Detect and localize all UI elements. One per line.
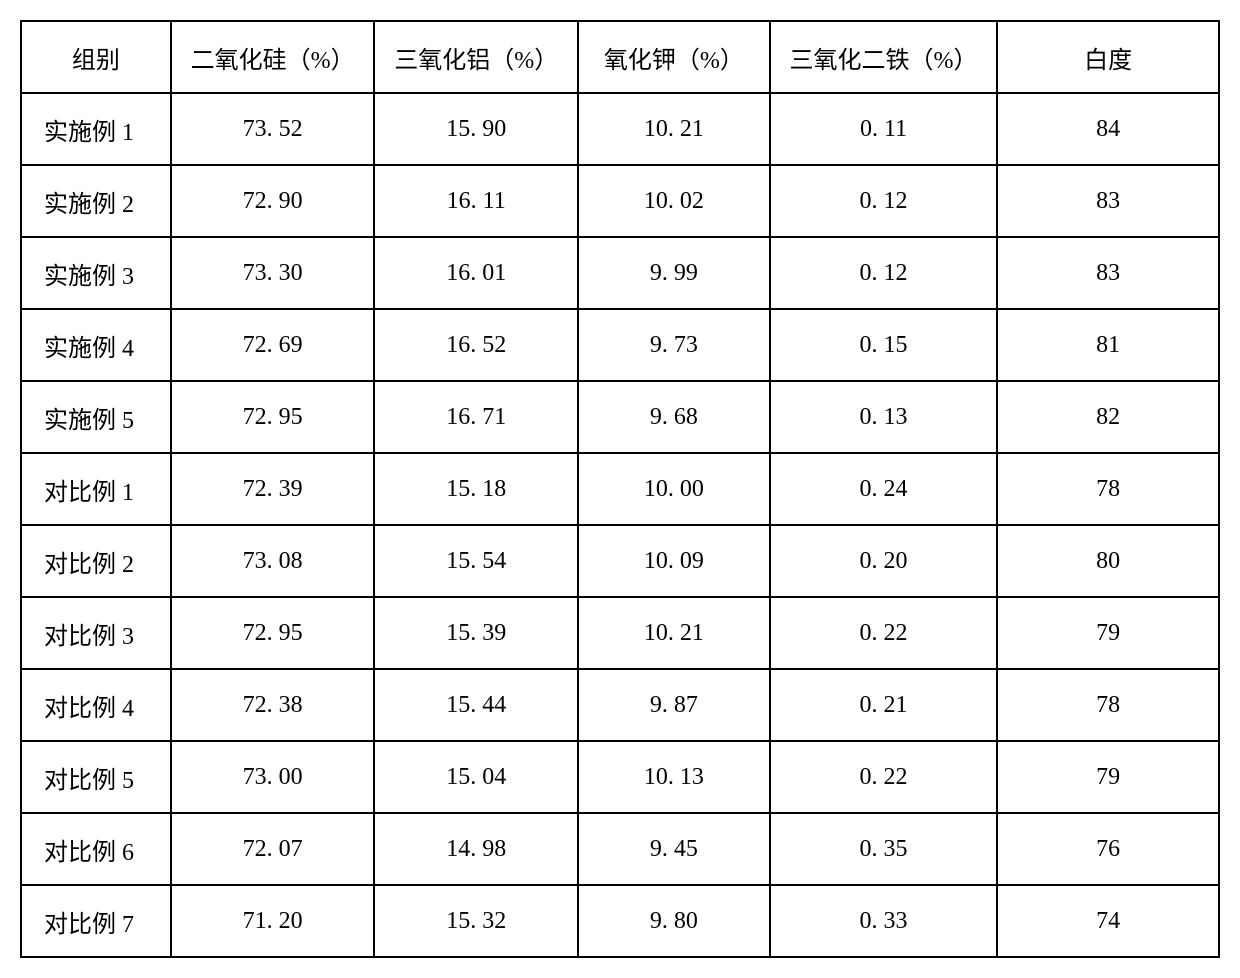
table-row: 实施例 2 72. 90 16. 11 10. 02 0. 12 83 (21, 165, 1219, 237)
cell-k2o: 9. 73 (578, 309, 770, 381)
cell-al2o3: 16. 01 (374, 237, 578, 309)
cell-al2o3: 16. 11 (374, 165, 578, 237)
cell-al2o3: 15. 44 (374, 669, 578, 741)
cell-whiteness: 78 (997, 453, 1219, 525)
cell-al2o3: 15. 54 (374, 525, 578, 597)
cell-al2o3: 14. 98 (374, 813, 578, 885)
header-row: 组别 二氧化硅（%） 三氧化铝（%） 氧化钾（%） 三氧化二铁（%） 白度 (21, 21, 1219, 93)
cell-k2o: 10. 09 (578, 525, 770, 597)
cell-al2o3: 15. 32 (374, 885, 578, 957)
cell-fe2o3: 0. 35 (770, 813, 998, 885)
header-sio2: 二氧化硅（%） (171, 21, 375, 93)
table-row: 实施例 1 73. 52 15. 90 10. 21 0. 11 84 (21, 93, 1219, 165)
cell-whiteness: 74 (997, 885, 1219, 957)
cell-fe2o3: 0. 15 (770, 309, 998, 381)
cell-k2o: 10. 21 (578, 597, 770, 669)
cell-sio2: 72. 90 (171, 165, 375, 237)
table-row: 对比例 5 73. 00 15. 04 10. 13 0. 22 79 (21, 741, 1219, 813)
cell-group: 对比例 3 (21, 597, 171, 669)
cell-whiteness: 83 (997, 165, 1219, 237)
table-row: 实施例 3 73. 30 16. 01 9. 99 0. 12 83 (21, 237, 1219, 309)
data-table: 组别 二氧化硅（%） 三氧化铝（%） 氧化钾（%） 三氧化二铁（%） 白度 实施… (20, 20, 1220, 958)
cell-al2o3: 15. 39 (374, 597, 578, 669)
table-row: 对比例 4 72. 38 15. 44 9. 87 0. 21 78 (21, 669, 1219, 741)
cell-sio2: 72. 95 (171, 381, 375, 453)
cell-k2o: 10. 21 (578, 93, 770, 165)
cell-k2o: 9. 45 (578, 813, 770, 885)
header-al2o3: 三氧化铝（%） (374, 21, 578, 93)
cell-fe2o3: 0. 12 (770, 237, 998, 309)
cell-whiteness: 80 (997, 525, 1219, 597)
cell-fe2o3: 0. 11 (770, 93, 998, 165)
table-row: 对比例 1 72. 39 15. 18 10. 00 0. 24 78 (21, 453, 1219, 525)
cell-group: 对比例 6 (21, 813, 171, 885)
cell-k2o: 10. 02 (578, 165, 770, 237)
cell-fe2o3: 0. 12 (770, 165, 998, 237)
cell-whiteness: 79 (997, 741, 1219, 813)
cell-fe2o3: 0. 20 (770, 525, 998, 597)
cell-sio2: 73. 08 (171, 525, 375, 597)
cell-fe2o3: 0. 33 (770, 885, 998, 957)
table-row: 实施例 5 72. 95 16. 71 9. 68 0. 13 82 (21, 381, 1219, 453)
table-container: 组别 二氧化硅（%） 三氧化铝（%） 氧化钾（%） 三氧化二铁（%） 白度 实施… (20, 20, 1220, 958)
table-row: 对比例 3 72. 95 15. 39 10. 21 0. 22 79 (21, 597, 1219, 669)
cell-group: 对比例 7 (21, 885, 171, 957)
table-row: 实施例 4 72. 69 16. 52 9. 73 0. 15 81 (21, 309, 1219, 381)
cell-whiteness: 82 (997, 381, 1219, 453)
cell-sio2: 73. 52 (171, 93, 375, 165)
cell-group: 实施例 2 (21, 165, 171, 237)
cell-k2o: 9. 80 (578, 885, 770, 957)
header-whiteness: 白度 (997, 21, 1219, 93)
table-body: 实施例 1 73. 52 15. 90 10. 21 0. 11 84 实施例 … (21, 93, 1219, 957)
cell-al2o3: 16. 52 (374, 309, 578, 381)
cell-whiteness: 84 (997, 93, 1219, 165)
header-k2o: 氧化钾（%） (578, 21, 770, 93)
cell-fe2o3: 0. 22 (770, 597, 998, 669)
cell-al2o3: 16. 71 (374, 381, 578, 453)
cell-sio2: 73. 30 (171, 237, 375, 309)
cell-whiteness: 76 (997, 813, 1219, 885)
header-fe2o3: 三氧化二铁（%） (770, 21, 998, 93)
cell-group: 对比例 2 (21, 525, 171, 597)
cell-group: 对比例 4 (21, 669, 171, 741)
cell-sio2: 72. 07 (171, 813, 375, 885)
cell-fe2o3: 0. 13 (770, 381, 998, 453)
table-row: 对比例 7 71. 20 15. 32 9. 80 0. 33 74 (21, 885, 1219, 957)
cell-group: 实施例 5 (21, 381, 171, 453)
cell-sio2: 71. 20 (171, 885, 375, 957)
cell-sio2: 72. 95 (171, 597, 375, 669)
cell-whiteness: 81 (997, 309, 1219, 381)
cell-al2o3: 15. 90 (374, 93, 578, 165)
header-group: 组别 (21, 21, 171, 93)
cell-whiteness: 78 (997, 669, 1219, 741)
cell-al2o3: 15. 04 (374, 741, 578, 813)
cell-group: 实施例 3 (21, 237, 171, 309)
cell-sio2: 72. 69 (171, 309, 375, 381)
cell-whiteness: 79 (997, 597, 1219, 669)
cell-group: 实施例 4 (21, 309, 171, 381)
cell-sio2: 72. 38 (171, 669, 375, 741)
cell-fe2o3: 0. 24 (770, 453, 998, 525)
cell-group: 对比例 1 (21, 453, 171, 525)
cell-group: 实施例 1 (21, 93, 171, 165)
cell-group: 对比例 5 (21, 741, 171, 813)
cell-k2o: 9. 87 (578, 669, 770, 741)
table-row: 对比例 2 73. 08 15. 54 10. 09 0. 20 80 (21, 525, 1219, 597)
table-row: 对比例 6 72. 07 14. 98 9. 45 0. 35 76 (21, 813, 1219, 885)
cell-k2o: 10. 00 (578, 453, 770, 525)
cell-k2o: 9. 99 (578, 237, 770, 309)
cell-sio2: 73. 00 (171, 741, 375, 813)
cell-fe2o3: 0. 21 (770, 669, 998, 741)
cell-whiteness: 83 (997, 237, 1219, 309)
cell-k2o: 9. 68 (578, 381, 770, 453)
cell-sio2: 72. 39 (171, 453, 375, 525)
cell-k2o: 10. 13 (578, 741, 770, 813)
cell-al2o3: 15. 18 (374, 453, 578, 525)
table-header: 组别 二氧化硅（%） 三氧化铝（%） 氧化钾（%） 三氧化二铁（%） 白度 (21, 21, 1219, 93)
cell-fe2o3: 0. 22 (770, 741, 998, 813)
